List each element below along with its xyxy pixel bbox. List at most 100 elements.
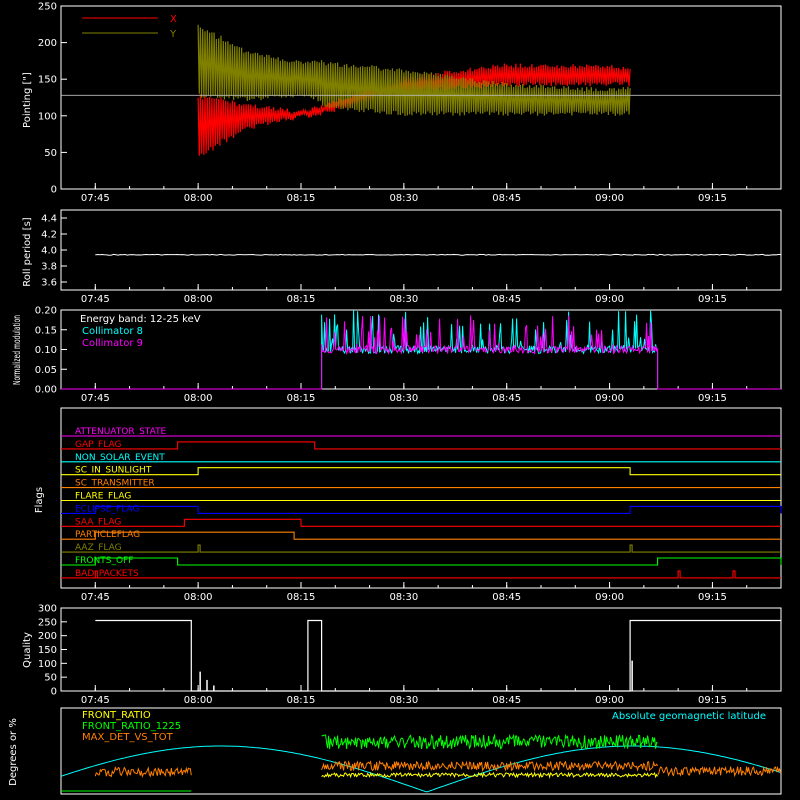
- x-tick-label: 09:15: [698, 193, 727, 204]
- roll-period-y-ticks: 3.6 3.8 4.0 4.2 4.4: [41, 214, 67, 289]
- pointing-data: [61, 24, 781, 156]
- x-tick-label: 08:45: [492, 695, 521, 706]
- front-ratio-1225-label: FRONT_RATIO_1225: [82, 721, 181, 732]
- y-tick-label: 0.00: [35, 385, 57, 396]
- flag-label: AAZ_FLAG: [75, 543, 122, 553]
- roll-period-line: [95, 253, 782, 256]
- y-tick-label: 3.6: [41, 278, 57, 289]
- y-tick-label: 0.15: [35, 325, 57, 336]
- y-tick-label: 200: [38, 631, 57, 642]
- y-tick-label: 150: [38, 645, 57, 656]
- x-tick-label: 08:30: [389, 592, 418, 603]
- flag-label: NON_SOLAR_EVENT: [75, 453, 165, 463]
- modulation-x-ticks: 07:45 08:00 08:15 08:30 08:45 09:00 09:15: [81, 383, 748, 404]
- pointing-y-label: Pointing ["]: [22, 72, 33, 128]
- x-tick-label: 08:30: [389, 695, 418, 706]
- flag-label: SC_TRANSMITTER: [75, 479, 155, 489]
- y-tick-label: 3.8: [41, 262, 57, 273]
- roll-period-y-label: Roll period [s]: [22, 217, 33, 286]
- x-tick-label: 08:45: [492, 193, 521, 204]
- roll-period-x-ticks: 07:45 08:00 08:15 08:30 08:45 09:00 09:15: [81, 284, 748, 305]
- x-tick-label: 07:45: [81, 393, 110, 404]
- y-tick-label: 50: [44, 148, 57, 159]
- y-tick-label: 100: [38, 659, 57, 670]
- x-tick-label: 09:15: [698, 393, 727, 404]
- x-tick-label: 09:00: [595, 193, 624, 204]
- x-tick-label: 09:00: [595, 294, 624, 305]
- pointing-x-ticks: 07:45 08:00 08:15 08:30 08:45 09:00 09:15: [81, 183, 748, 204]
- front-ratio-line: [321, 771, 659, 779]
- x-tick-label: 08:00: [184, 393, 213, 404]
- modulation-panel: 0.00 0.05 0.10 0.15 0.20 07:45 08:00 08:15 08:3…: [12, 306, 782, 404]
- x-tick-label: 07:45: [81, 592, 110, 603]
- flag-label: SAA_FLAG: [75, 517, 121, 527]
- flag-line: [61, 467, 781, 476]
- ratios-y-label: Degrees or %: [8, 718, 19, 786]
- y-tick-label: 50: [44, 673, 57, 684]
- flag-line: [61, 557, 782, 566]
- x-tick-label: 08:15: [287, 393, 316, 404]
- x-tick-label: 08:30: [389, 393, 418, 404]
- modulation-y-label: Normalized modulation: [12, 315, 23, 385]
- legend-y-label: Y: [169, 29, 177, 40]
- y-tick-label: 250: [38, 2, 57, 13]
- y-tick-label: 150: [38, 75, 57, 86]
- pointing-y-ticks: 0 50 100 150 200 250: [38, 2, 67, 196]
- flags-data: ATTENUATOR_STATE GAP_FLAG NON_SOLAR_EVENT S…: [61, 427, 782, 579]
- quality-y-ticks: 0 50 100 150 200 250 300: [38, 604, 67, 698]
- x-tick-label: 08:30: [389, 193, 418, 204]
- y-tick-label: 4.2: [41, 230, 57, 241]
- x-tick-label: 09:15: [698, 695, 727, 706]
- x-tick-label: 08:00: [184, 695, 213, 706]
- y-tick-label: 0: [51, 185, 57, 196]
- flag-line: [61, 518, 781, 527]
- ratios-panel: Degrees or % FRONT_RATIO FRONT_RATIO_122…: [8, 707, 782, 795]
- flag-line: [61, 570, 781, 579]
- quality-y-label: Quality: [22, 632, 33, 668]
- quality-line: [95, 619, 781, 692]
- flag-label: BAD_PACKETS: [75, 569, 139, 579]
- geomagnetic-latitude-label: Absolute geomagnetic latitude: [612, 711, 766, 722]
- x-tick-label: 08:45: [492, 592, 521, 603]
- x-tick-label: 08:45: [492, 294, 521, 305]
- flags-x-ticks: 07:45 08:00 08:15 08:30 08:45 09:00 09:15: [81, 582, 748, 603]
- flag-line: [61, 505, 782, 514]
- flag-label: PARTICLEFLAG: [75, 530, 140, 540]
- pointing-series-x-line: [197, 94, 323, 156]
- x-tick-label: 08:15: [287, 193, 316, 204]
- x-tick-label: 09:00: [595, 393, 624, 404]
- flag-label: ATTENUATOR_STATE: [75, 427, 167, 437]
- modulation-data: [61, 310, 781, 390]
- y-tick-label: 0.05: [35, 365, 57, 376]
- flags-panel: 07:45 08:00 08:15 08:30 08:45 09:00 09:15 ATTE…: [34, 407, 782, 603]
- flag-line: [61, 544, 781, 553]
- pointing-frame: [60, 5, 782, 190]
- collimator-8-label: Collimator 8: [82, 326, 143, 337]
- y-tick-label: 300: [38, 604, 57, 615]
- energy-band-label: Energy band: 12-25 keV: [80, 314, 201, 325]
- x-tick-label: 08:00: [184, 592, 213, 603]
- x-tick-label: 08:15: [287, 294, 316, 305]
- flag-line: [61, 441, 781, 450]
- x-tick-label: 09:15: [698, 294, 727, 305]
- flags-y-label: Flags: [34, 487, 45, 513]
- y-tick-label: 0.10: [35, 345, 57, 356]
- y-tick-label: 0.20: [35, 306, 57, 317]
- legend-x-label: X: [170, 14, 177, 25]
- geomagnetic-latitude-line: [60, 745, 782, 793]
- flag-label: FRONTS_OFF: [75, 556, 133, 566]
- x-tick-label: 08:15: [287, 592, 316, 603]
- pointing-series-y-line: [197, 24, 323, 102]
- x-tick-label: 09:15: [698, 592, 727, 603]
- x-tick-label: 07:45: [81, 294, 110, 305]
- collimator-9-label: Collimator 9: [82, 338, 143, 349]
- y-tick-label: 200: [38, 38, 57, 49]
- roll-period-panel: 3.6 3.8 4.0 4.2 4.4 07:45 08:00 08:15 08:30 08:4…: [22, 209, 782, 305]
- x-tick-label: 07:45: [81, 193, 110, 204]
- max-det-vs-tot-label: MAX_DET_VS_TOT: [82, 732, 174, 743]
- flag-label: FLARE_FLAG: [75, 492, 131, 502]
- flag-line: [61, 531, 781, 540]
- x-tick-label: 07:45: [81, 695, 110, 706]
